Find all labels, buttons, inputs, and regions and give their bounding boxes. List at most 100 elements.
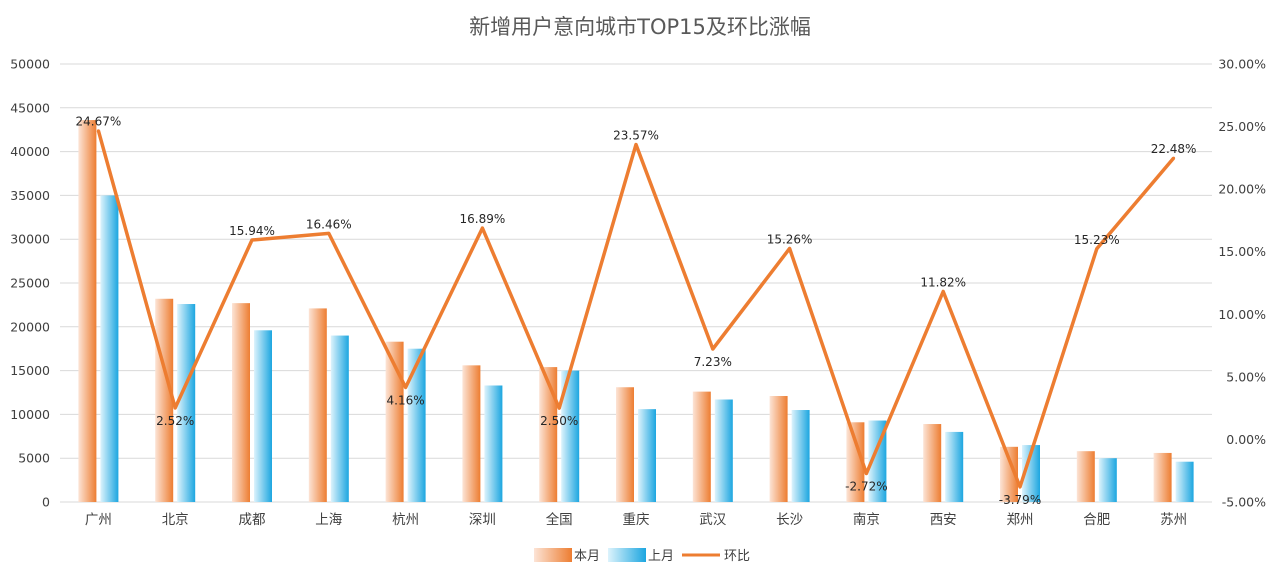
mom-data-label: 11.82% [920,276,966,290]
mom-data-label: 2.50% [540,414,578,428]
mom-point [327,231,331,235]
mom-data-label: 16.89% [460,212,506,226]
bar-this-month [539,367,558,502]
right-tick-label: 0.00% [1226,432,1266,447]
mom-point [634,142,638,146]
bar-last-month [484,385,503,502]
left-tick-label: 30000 [10,232,50,247]
bars [78,120,1194,503]
left-tick-label: 10000 [10,407,50,422]
left-tick-label: 15000 [10,363,50,378]
right-tick-label: 30.00% [1218,57,1266,72]
bar-last-month [177,304,196,502]
right-tick-label: 5.00% [1226,369,1266,384]
category-label: 全国 [546,511,573,528]
bar-last-month [254,330,272,502]
bar-this-month [462,365,481,502]
category-label: 广州 [85,512,112,528]
category-label: 南京 [853,512,880,528]
left-tick-label: 20000 [10,319,50,334]
mom-data-label: 15.26% [767,232,813,246]
legend-swatch [534,548,572,562]
mom-data-label: -3.79% [999,493,1041,507]
legend-label: 本月 [574,549,600,564]
mom-point [250,238,254,242]
category-label: 上海 [315,512,342,528]
mom-point [941,290,945,294]
bar-this-month [769,396,788,502]
legend-label: 上月 [648,549,674,564]
bar-this-month [155,298,174,502]
category-label: 苏州 [1160,512,1187,528]
bar-last-month [1098,458,1117,502]
legend: 本月 上月 环比 [534,548,750,564]
category-axis: 广州 北京 成都 上海 杭州 深圳 全国 重庆 武汉 长沙 南京 西安 郑州 合肥 苏州 [85,511,1187,528]
mom-data-label: 4.16% [387,393,425,407]
right-tick-label: 20.00% [1218,182,1266,197]
bar-this-month [616,387,634,502]
bar-last-month [1175,461,1194,502]
category-label: 长沙 [776,512,803,528]
category-label: 西安 [930,512,957,528]
bar-this-month [1000,446,1018,502]
right-tick-label: -5.00% [1222,495,1266,510]
mom-point [711,347,715,351]
bar-this-month [78,120,97,503]
left-tick-label: 50000 [10,57,50,72]
bar-last-month [561,370,580,502]
bar-this-month [923,424,942,502]
bar-this-month [846,422,865,502]
mom-point [1018,485,1022,489]
legend-label: 环比 [724,549,750,564]
category-label: 郑州 [1007,512,1034,528]
category-label: 武汉 [699,512,726,528]
bar-this-month [308,308,327,502]
mom-data-label: -2.72% [845,479,887,493]
left-tick-label: 35000 [10,188,50,203]
data-labels: 24.67% 2.52% 15.94% 16.46% 4.16% 16.89% 2.50% 2… [76,115,1197,507]
category-label: 杭州 [392,512,419,528]
chart-title: 新增用户意向城市TOP15及环比涨幅 [469,15,811,39]
mom-point [1172,156,1176,160]
bar-last-month [1022,445,1040,502]
mom-point [404,385,408,389]
mom-data-label: 16.46% [306,217,352,231]
mom-data-label: 24.67% [76,115,122,129]
mom-data-label: 23.57% [613,128,659,142]
mom-point [864,471,868,475]
bar-this-month [232,303,250,502]
category-label: 北京 [162,512,189,528]
left-tick-label: 25000 [10,276,50,291]
mom-point [96,129,100,133]
left-tick-label: 45000 [10,100,50,115]
mom-point [480,226,484,230]
left-tick-label: 40000 [10,144,50,159]
bar-last-month [330,335,349,502]
mom-point [173,406,177,410]
mom-point [788,246,792,250]
right-tick-label: 25.00% [1218,119,1266,134]
left-tick-label: 5000 [18,451,50,466]
bar-last-month [638,409,656,502]
mom-point [1095,247,1099,251]
bar-last-month [714,399,733,502]
bar-last-month [407,348,426,502]
mom-line [96,129,1176,489]
bar-this-month [385,341,404,502]
left-axis: 0 5000 10000 15000 20000 25000 30000 35000 40000… [10,57,50,510]
bar-this-month [1153,452,1172,502]
right-tick-label: 10.00% [1218,307,1266,322]
bar-last-month [791,410,810,502]
mom-data-label: 15.23% [1074,233,1120,247]
mom-data-label: 2.52% [156,414,194,428]
bar-this-month [692,391,711,502]
category-label: 合肥 [1083,512,1110,528]
category-label: 成都 [239,512,266,528]
category-label: 重庆 [623,512,650,528]
right-axis: -5.00% 0.00% 5.00% 10.00% 15.00% 20.00% 25.00%… [1218,57,1266,510]
bar-last-month [945,431,964,502]
mom-data-label: 7.23% [694,355,732,369]
category-label: 深圳 [469,512,496,528]
mom-data-label: 22.48% [1151,142,1197,156]
